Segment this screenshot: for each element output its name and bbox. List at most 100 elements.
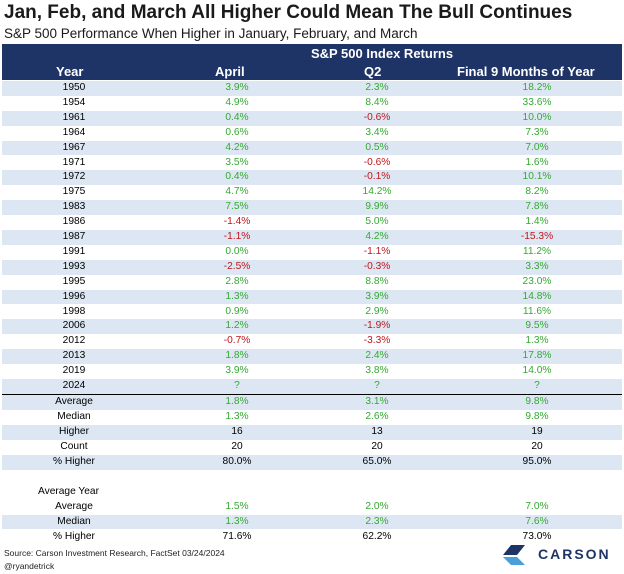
- row-label: Higher: [58, 426, 89, 438]
- cell-april: 1.3%: [225, 290, 249, 302]
- row-label: 1961: [62, 111, 86, 123]
- cell-april: -0.7%: [223, 335, 251, 347]
- cell-april: 1.2%: [225, 320, 249, 332]
- cell-april: 1.8%: [225, 396, 249, 408]
- row-label: % Higher: [53, 456, 95, 467]
- cell-final9: 20: [531, 441, 543, 453]
- table-row: 1986 -1.4% 5.0% 1.4%: [2, 215, 622, 230]
- table-row: 1964 0.6% 3.4% 7.3%: [2, 126, 622, 141]
- cell-q2: 3.8%: [365, 365, 389, 377]
- cell-april: 1.5%: [225, 500, 249, 512]
- row-label: 2006: [62, 320, 86, 332]
- row-label: 1986: [62, 216, 86, 228]
- table-row: 1983 7.5% 9.9% 7.8%: [2, 200, 622, 216]
- table-row: 1967 4.2% 0.5% 7.0%: [2, 140, 622, 156]
- row-label: 1991: [62, 245, 86, 257]
- cell-q2: 2.4%: [365, 350, 389, 362]
- cell-april: 4.2%: [225, 141, 249, 153]
- cell-final9: 23.0%: [522, 275, 552, 287]
- cell-april: 0.4%: [225, 171, 249, 183]
- cell-april: 3.5%: [225, 156, 249, 168]
- table-row: 2006 1.2% -1.9% 9.5%: [2, 319, 622, 335]
- row-label: 1950: [62, 82, 86, 93]
- cell-final9: 95.0%: [522, 456, 552, 467]
- cell-q2: -1.1%: [363, 245, 391, 257]
- cell-q2: -0.6%: [363, 156, 391, 168]
- average-year-row: Average 1.5% 2.0% 7.0%: [2, 500, 622, 515]
- table-row: 2012 -0.7% -3.3% 1.3%: [2, 334, 622, 349]
- row-label: 2012: [62, 335, 86, 347]
- cell-q2: -3.3%: [363, 335, 391, 347]
- table-row: 1975 4.7% 14.2% 8.2%: [2, 185, 622, 200]
- cell-final9: ?: [534, 380, 540, 391]
- logo-mark-bottom: [503, 557, 525, 565]
- cell-q2: 3.4%: [365, 126, 389, 138]
- row-label: 1993: [62, 260, 86, 272]
- table-row: 1971 3.5% -0.6% 1.6%: [2, 156, 622, 171]
- cell-final9: 1.4%: [525, 216, 549, 228]
- cell-april: 71.6%: [222, 530, 252, 542]
- row-label: 1954: [62, 96, 86, 108]
- row-label: Count: [60, 441, 88, 453]
- cell-final9: 33.6%: [522, 96, 552, 108]
- cell-q2: -0.3%: [363, 260, 391, 272]
- cell-final9: 9.8%: [525, 411, 549, 423]
- carson-logo: [503, 545, 525, 565]
- cell-q2: 65.0%: [362, 456, 392, 467]
- row-label: 2019: [62, 365, 86, 377]
- row-label: 1987: [62, 231, 86, 242]
- table-header: S&P 500 Index Returns Year April Q2 Fina…: [2, 44, 622, 80]
- row-label: % Higher: [53, 530, 95, 542]
- row-label: 1998: [62, 305, 86, 317]
- cell-april: 4.9%: [225, 96, 249, 108]
- logo-mark-top: [503, 545, 525, 555]
- column-group-label: S&P 500 Index Returns: [310, 46, 454, 61]
- cell-q2: 0.5%: [365, 141, 389, 153]
- summary-row: Count 20 20 20: [2, 440, 622, 455]
- cell-final9: 7.0%: [525, 500, 549, 512]
- cell-final9: 14.0%: [522, 365, 552, 377]
- table-row: 1972 0.4% -0.1% 10.1%: [2, 170, 622, 186]
- cell-final9: 3.3%: [525, 260, 549, 272]
- table-row: 2019 3.9% 3.8% 14.0%: [2, 364, 622, 379]
- table-row: 1991 0.0% -1.1% 11.2%: [2, 245, 622, 260]
- cell-q2: -0.1%: [363, 171, 391, 183]
- row-label: 1967: [62, 141, 86, 153]
- cell-final9: 18.2%: [522, 82, 552, 93]
- cell-q2: 2.3%: [365, 82, 389, 93]
- cell-final9: 8.2%: [525, 186, 549, 198]
- chart-subtitle: S&P 500 Performance When Higher in Janua…: [4, 26, 418, 41]
- row-label: Average: [55, 396, 93, 408]
- row-label: 1983: [62, 201, 86, 213]
- row-label: 1971: [62, 156, 86, 168]
- cell-final9: 7.6%: [525, 515, 549, 527]
- row-label: Average: [55, 500, 93, 512]
- cell-final9: 9.8%: [525, 396, 549, 408]
- row-label: 1964: [62, 126, 86, 138]
- cell-final9: 1.3%: [525, 335, 549, 347]
- cell-final9: 11.2%: [522, 245, 552, 257]
- cell-q2: 2.3%: [365, 515, 389, 527]
- header-year: Year: [56, 64, 84, 79]
- cell-final9: 9.5%: [525, 320, 549, 332]
- summary-row: Higher 16 13 19: [2, 425, 622, 441]
- cell-april: 16: [231, 426, 243, 438]
- cell-april: 7.5%: [225, 201, 249, 213]
- summary-row: Median 1.3% 2.6% 9.8%: [2, 410, 622, 425]
- table-row: 1987 -1.1% 4.2% -15.3%: [2, 230, 622, 245]
- cell-q2: -1.9%: [363, 320, 391, 332]
- cell-q2: 2.9%: [365, 305, 389, 317]
- cell-final9: 10.0%: [522, 111, 552, 123]
- row-label: 1975: [62, 186, 86, 198]
- cell-final9: 10.1%: [522, 171, 552, 183]
- cell-q2: 62.2%: [362, 530, 392, 542]
- cell-q2: ?: [374, 380, 380, 391]
- source-note: Source: Carson Investment Research, Fact…: [4, 548, 225, 558]
- cell-q2: 4.2%: [365, 231, 389, 242]
- table-row: 1998 0.9% 2.9% 11.6%: [2, 305, 622, 320]
- cell-q2: 9.9%: [365, 201, 389, 213]
- table-row: 1954 4.9% 8.4% 33.6%: [2, 96, 622, 111]
- cell-q2: 5.0%: [365, 216, 389, 228]
- cell-final9: 7.3%: [525, 126, 549, 138]
- table-row: 1961 0.4% -0.6% 10.0%: [2, 110, 622, 126]
